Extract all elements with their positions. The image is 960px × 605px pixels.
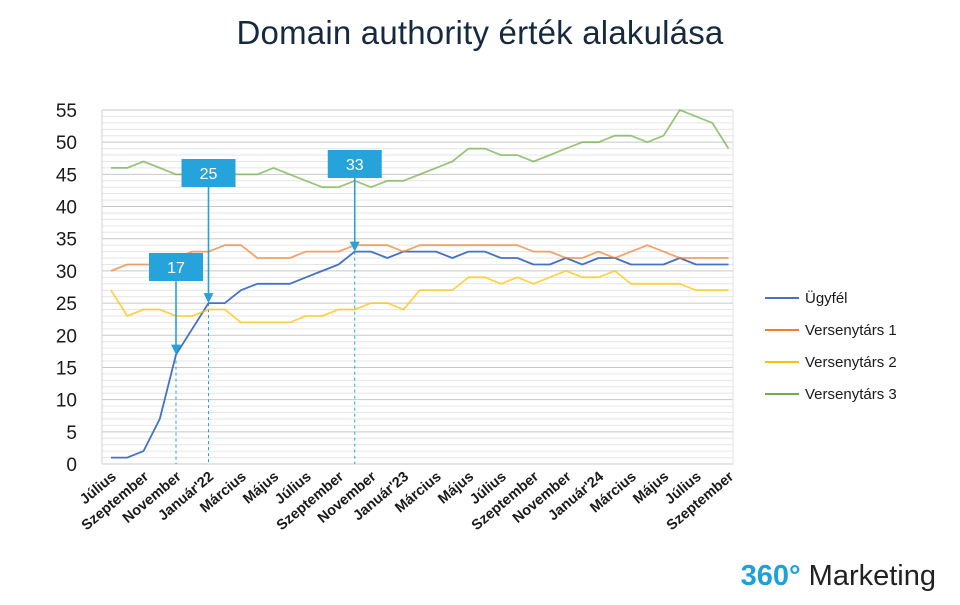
legend-label: Versenytárs 3: [805, 386, 897, 403]
y-tick-label: 20: [56, 326, 77, 347]
callout-label: 33: [346, 157, 364, 174]
y-tick-label: 15: [56, 358, 77, 379]
annotation-guides: [175, 251, 356, 464]
callout-arrowhead: [349, 241, 360, 252]
callout-box: [149, 253, 203, 281]
chart-title: Domain authority érték alakulása: [236, 14, 724, 51]
y-tick-label: 55: [56, 101, 77, 122]
brand-number: 360°: [740, 560, 801, 592]
y-axis: 0 5 10 15 20 25 30 35 40 45 50 55: [56, 101, 77, 476]
y-tick-label: 50: [56, 133, 77, 154]
brand-name: Marketing: [808, 560, 936, 592]
x-axis: JúliusSzeptemberNovemberJanuár'22Március…: [77, 469, 737, 534]
callout-arrowhead: [171, 344, 181, 355]
y-tick-label: 25: [56, 294, 77, 315]
callout-label: 17: [167, 260, 185, 277]
legend-label: Versenytárs 1: [805, 322, 897, 339]
callout-box: [327, 150, 382, 178]
gridlines: [101, 109, 734, 465]
callout-label: 25: [200, 166, 218, 183]
y-tick-label: 45: [56, 165, 77, 186]
legend-label: Ügyfél: [805, 289, 848, 307]
series-line: [110, 269, 729, 324]
legend: Ügyfél Versenytárs 1 Versenytárs 2 Versenyt…: [765, 289, 897, 403]
y-tick-label: 0: [66, 455, 77, 476]
series-line: [110, 244, 729, 272]
y-tick-label: 10: [56, 391, 77, 412]
x-tick-label: Május: [435, 469, 477, 508]
y-tick-label: 40: [56, 198, 77, 219]
callout-box: [181, 159, 236, 187]
y-tick-label: 5: [66, 423, 77, 444]
brand-logo: 360° Marketing: [741, 560, 936, 593]
legend-label: Versenytárs 2: [805, 354, 897, 371]
annotation-callouts: 17 25 33: [149, 150, 382, 355]
y-tick-label: 35: [56, 230, 77, 251]
x-tick-label: Május: [240, 469, 282, 508]
y-tick-label: 30: [56, 262, 77, 283]
x-tick-label: Május: [630, 469, 672, 508]
callout-arrowhead: [203, 293, 214, 304]
series-line: [111, 250, 729, 459]
